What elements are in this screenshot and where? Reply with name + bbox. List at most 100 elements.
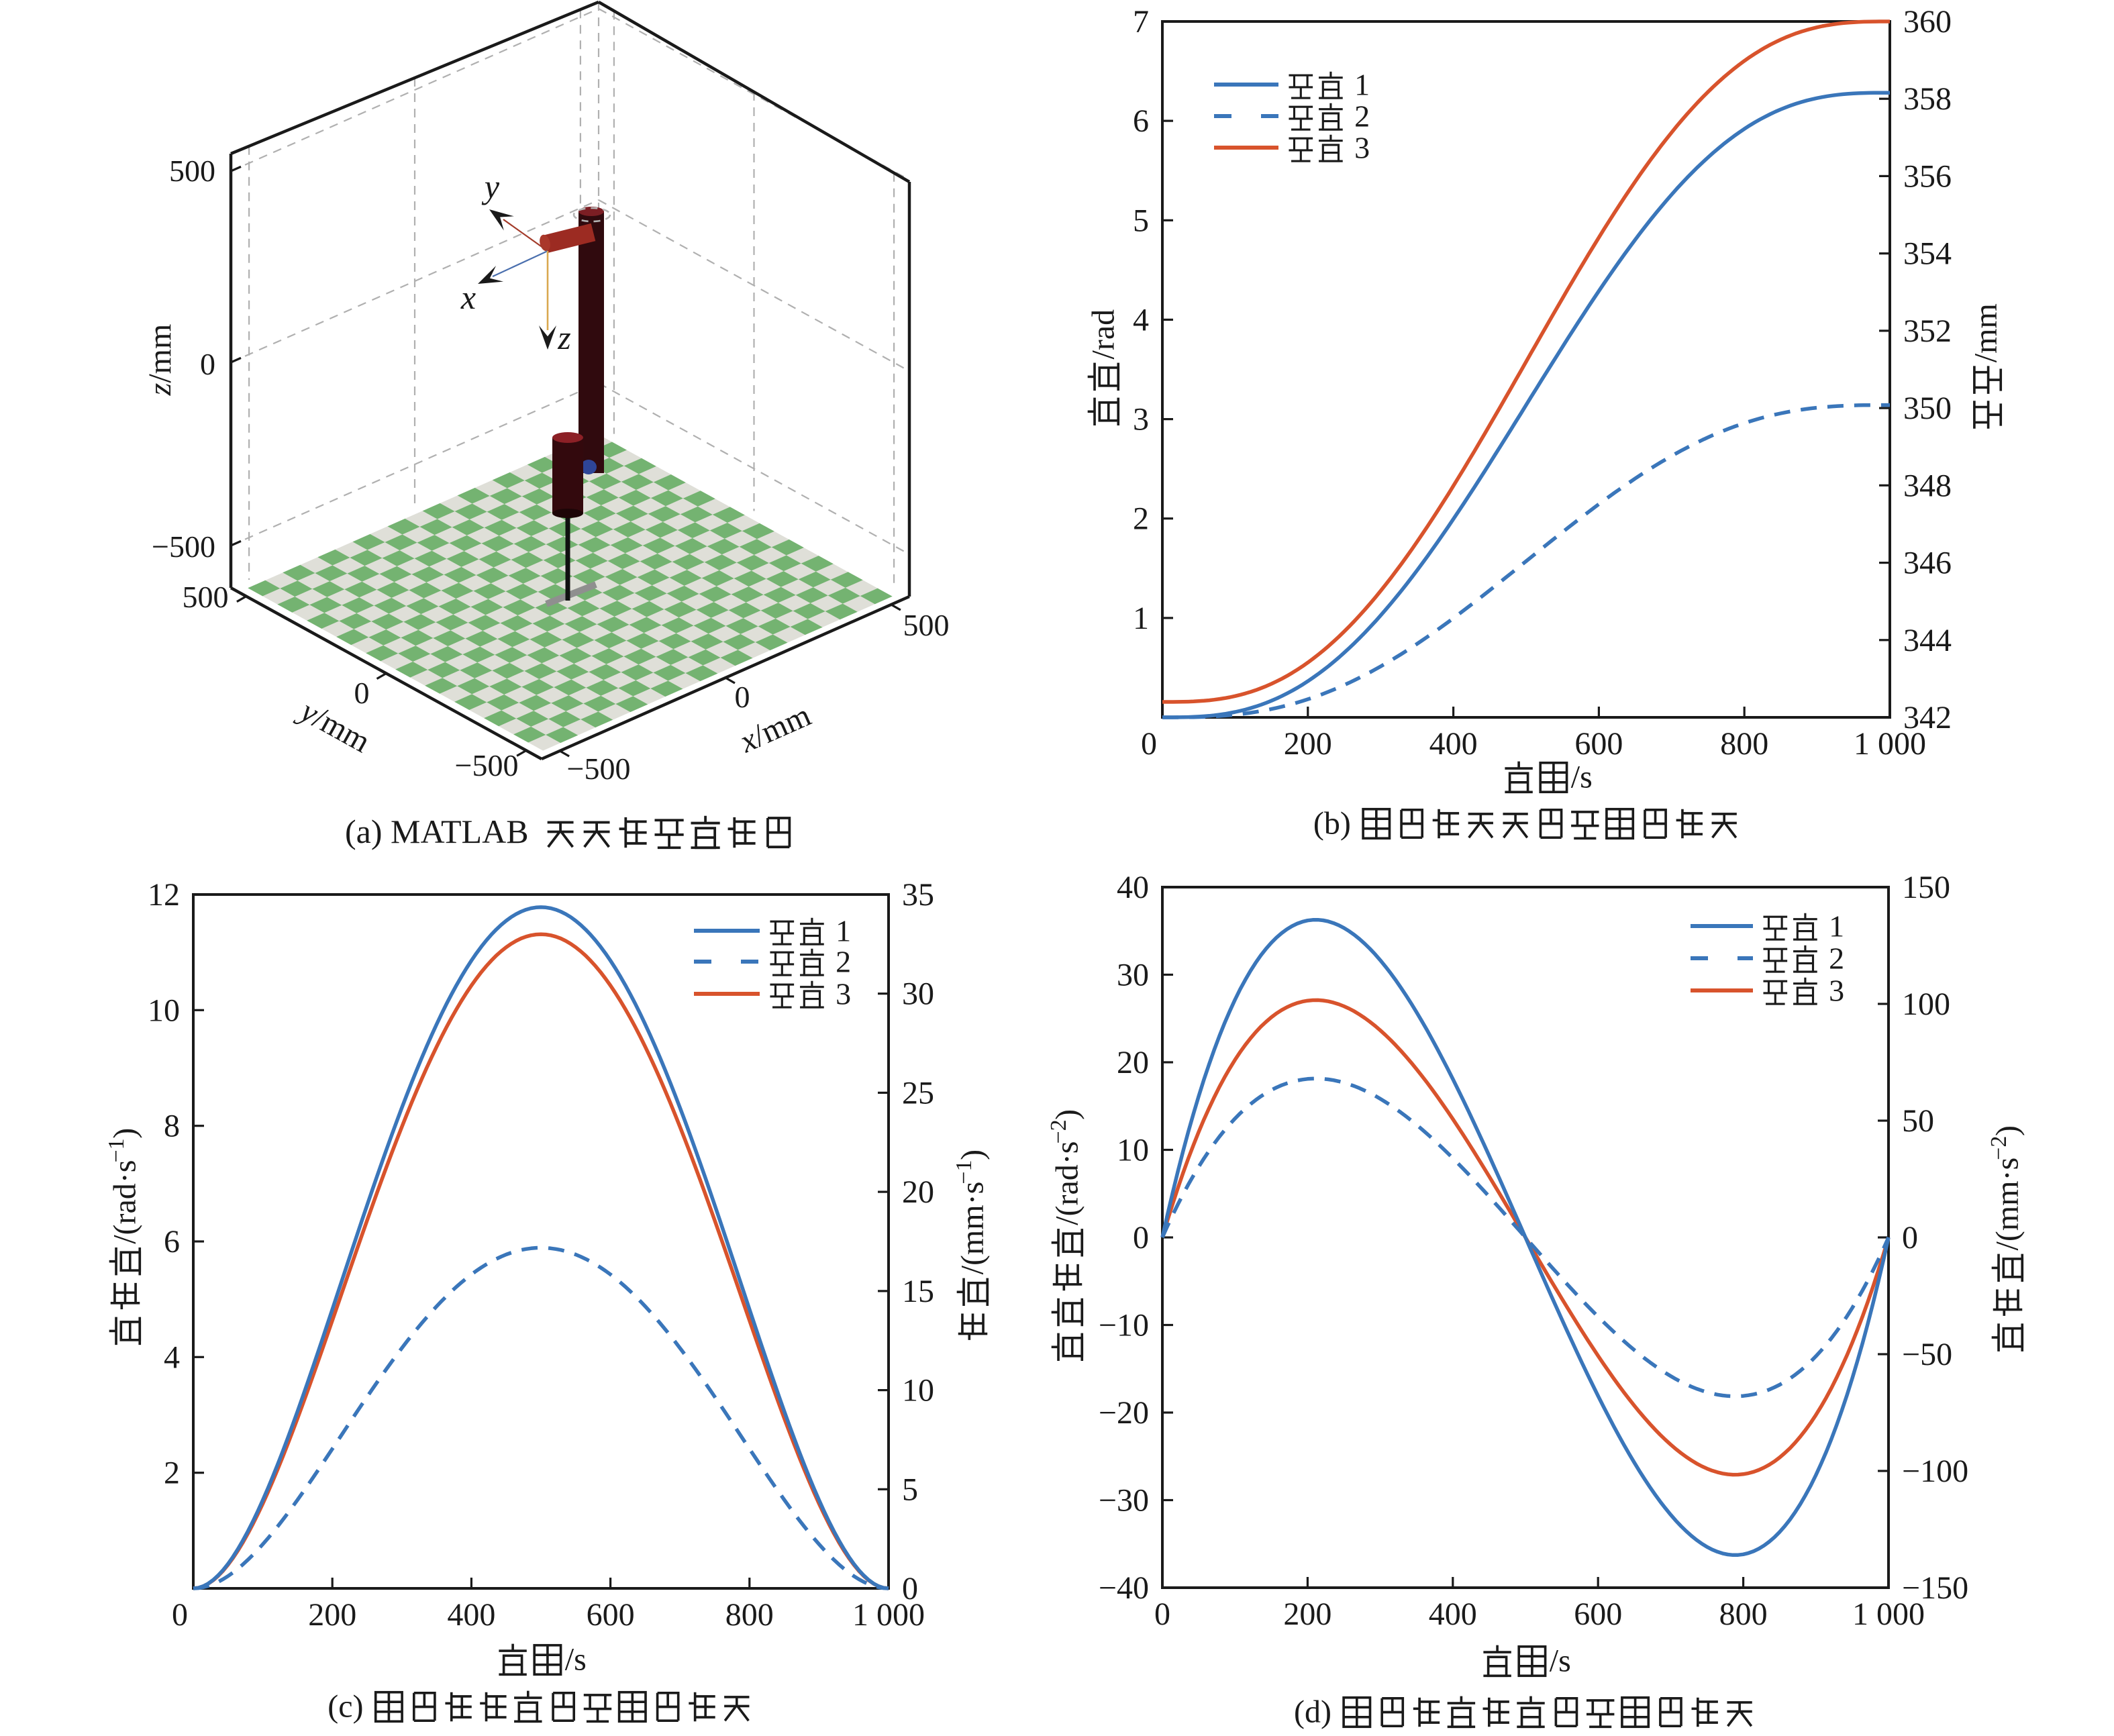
svg-text:z: z — [557, 319, 570, 356]
svg-text:600: 600 — [587, 1597, 635, 1633]
svg-text:5: 5 — [1133, 203, 1149, 238]
svg-text:0: 0 — [354, 676, 370, 710]
svg-text:): ) — [1989, 1125, 2025, 1136]
svg-text:−1: −1 — [104, 1138, 129, 1162]
svg-text:2: 2 — [164, 1456, 180, 1491]
svg-text:800: 800 — [1720, 726, 1768, 762]
svg-text:342: 342 — [1903, 700, 1952, 735]
svg-text:0: 0 — [172, 1597, 188, 1633]
svg-text:400: 400 — [447, 1597, 495, 1633]
svg-text:6: 6 — [1133, 103, 1149, 139]
svg-text:3: 3 — [1133, 402, 1149, 438]
svg-text:1: 1 — [1133, 601, 1149, 636]
svg-text:0: 0 — [735, 680, 750, 714]
svg-text:400: 400 — [1429, 726, 1478, 762]
svg-text:(d): (d) — [1294, 1694, 1331, 1729]
svg-text:1 000: 1 000 — [1854, 726, 1926, 762]
svg-text:200: 200 — [308, 1597, 356, 1633]
svg-text:y: y — [481, 168, 500, 205]
svg-text:2: 2 — [1829, 941, 1844, 976]
svg-text:4: 4 — [1133, 302, 1149, 338]
svg-text:10: 10 — [902, 1373, 934, 1409]
svg-text:/(rad·s: /(rad·s — [1049, 1141, 1085, 1225]
svg-text:−2: −2 — [1046, 1119, 1071, 1143]
svg-text:/s: /s — [565, 1641, 587, 1677]
svg-text:−500: −500 — [567, 752, 631, 786]
svg-text:348: 348 — [1903, 468, 1952, 503]
svg-text:30: 30 — [902, 976, 934, 1012]
svg-text:800: 800 — [725, 1597, 774, 1633]
svg-text:−500: −500 — [152, 529, 215, 564]
svg-text:25: 25 — [902, 1075, 934, 1111]
svg-text:(c): (c) — [328, 1688, 363, 1724]
svg-text:35: 35 — [902, 877, 934, 913]
svg-text:/(mm·s: /(mm·s — [954, 1182, 990, 1275]
svg-text:3: 3 — [1829, 974, 1844, 1008]
svg-text:500: 500 — [903, 608, 950, 642]
svg-text:2: 2 — [836, 945, 851, 979]
svg-text:−500: −500 — [455, 748, 519, 782]
svg-text:/mm: /mm — [1968, 303, 2003, 362]
svg-text:−10: −10 — [1099, 1308, 1149, 1343]
svg-text:1: 1 — [1829, 909, 1844, 943]
svg-text:10: 10 — [148, 992, 180, 1028]
svg-text:x: x — [460, 278, 476, 316]
svg-text:3: 3 — [1354, 131, 1370, 165]
svg-text:100: 100 — [1902, 986, 1950, 1022]
svg-text:150: 150 — [1902, 870, 1950, 905]
svg-text:0: 0 — [1902, 1220, 1918, 1256]
svg-text:20: 20 — [1117, 1045, 1149, 1080]
svg-text:/(mm·s: /(mm·s — [1989, 1158, 2025, 1251]
svg-text:20: 20 — [902, 1174, 934, 1210]
svg-text:15: 15 — [902, 1274, 934, 1309]
svg-text:/(rad·s: /(rad·s — [107, 1160, 142, 1244]
svg-text:2: 2 — [1133, 501, 1149, 537]
svg-text:360: 360 — [1903, 4, 1952, 40]
svg-text:352: 352 — [1903, 313, 1952, 349]
svg-text:0: 0 — [1133, 1220, 1149, 1256]
svg-text:400: 400 — [1429, 1596, 1477, 1632]
svg-text:30: 30 — [1117, 958, 1149, 993]
svg-text:): ) — [954, 1150, 990, 1160]
svg-text:2: 2 — [1354, 99, 1370, 134]
svg-text:1: 1 — [1354, 68, 1370, 102]
svg-text:−30: −30 — [1099, 1483, 1149, 1519]
svg-text:−100: −100 — [1902, 1453, 1968, 1489]
svg-text:0: 0 — [1141, 726, 1157, 762]
svg-text:−2: −2 — [1986, 1136, 2011, 1160]
svg-text:10: 10 — [1117, 1133, 1149, 1168]
svg-text:/s: /s — [1571, 759, 1593, 795]
svg-text:358: 358 — [1903, 81, 1952, 117]
svg-text:346: 346 — [1903, 546, 1952, 581]
svg-text:6: 6 — [164, 1224, 180, 1260]
svg-text:−150: −150 — [1902, 1570, 1968, 1606]
svg-text:1 000: 1 000 — [852, 1597, 925, 1633]
svg-text:500: 500 — [169, 154, 215, 188]
svg-text:354: 354 — [1903, 236, 1952, 272]
svg-text:350: 350 — [1903, 391, 1952, 426]
svg-text:600: 600 — [1574, 726, 1623, 762]
svg-text:/s: /s — [1550, 1643, 1571, 1678]
svg-text:/rad: /rad — [1085, 309, 1121, 360]
svg-text:200: 200 — [1284, 726, 1332, 762]
svg-text:): ) — [107, 1128, 142, 1139]
svg-text:−20: −20 — [1099, 1395, 1149, 1431]
svg-text:8: 8 — [164, 1109, 180, 1144]
svg-text:40: 40 — [1117, 870, 1149, 905]
svg-text:−1: −1 — [952, 1160, 976, 1184]
svg-text:5: 5 — [902, 1472, 918, 1507]
svg-text:500: 500 — [183, 580, 229, 614]
svg-text:800: 800 — [1719, 1596, 1768, 1632]
svg-text:): ) — [1049, 1109, 1085, 1120]
svg-text:(a) MATLAB: (a) MATLAB — [345, 813, 529, 850]
svg-text:200: 200 — [1283, 1596, 1331, 1632]
svg-text:0: 0 — [200, 347, 215, 381]
svg-text:1 000: 1 000 — [1852, 1596, 1925, 1632]
svg-text:4: 4 — [164, 1339, 180, 1375]
svg-text:7: 7 — [1133, 4, 1149, 40]
svg-text:344: 344 — [1903, 623, 1952, 658]
svg-text:0: 0 — [1154, 1596, 1170, 1632]
svg-text:50: 50 — [1902, 1103, 1934, 1139]
svg-text:−40: −40 — [1099, 1570, 1149, 1606]
svg-text:600: 600 — [1574, 1596, 1622, 1632]
